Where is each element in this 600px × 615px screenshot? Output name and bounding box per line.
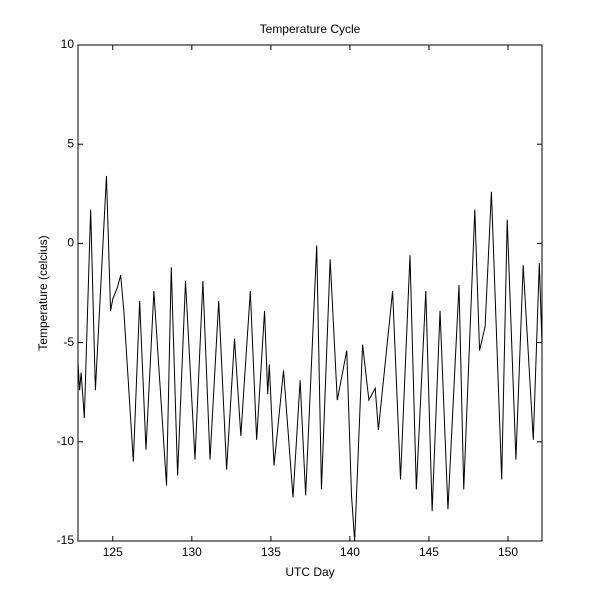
x-tick-label: 150 <box>498 545 518 559</box>
y-tick-label: 5 <box>67 136 74 150</box>
y-tick-label: -10 <box>57 434 75 448</box>
x-tick-label: 130 <box>182 545 202 559</box>
y-tick-label: -15 <box>57 533 75 547</box>
temperature-line <box>77 175 543 542</box>
x-tick-label: 135 <box>261 545 281 559</box>
x-tick-label: 140 <box>340 545 360 559</box>
x-axis-label: UTC Day <box>285 565 334 579</box>
y-axis-label: Temperature (celcius) <box>36 235 50 350</box>
axes-box <box>77 44 543 542</box>
chart-title: Temperature Cycle <box>260 22 361 36</box>
y-tick-label: -5 <box>63 335 74 349</box>
y-tick-label: 0 <box>67 236 74 250</box>
y-tick-label: 10 <box>61 37 75 51</box>
x-tick-label: 125 <box>103 545 123 559</box>
x-tick-label: 145 <box>419 545 439 559</box>
